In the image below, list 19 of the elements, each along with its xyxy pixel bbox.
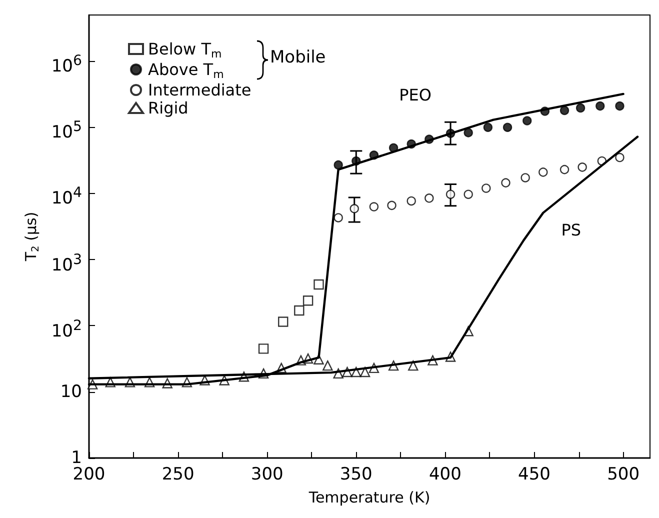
legend-label: Intermediate — [148, 80, 252, 100]
y-tick-label: 10$^{5}$ — [51, 118, 82, 143]
y-tick-label: 10$^{6}$ — [51, 52, 82, 77]
series-label: PS — [561, 220, 582, 240]
y-tick-label: 10$^{4}$ — [51, 184, 82, 210]
text: PEO — [399, 85, 432, 104]
x-tick-label: 300 — [250, 464, 284, 484]
y-tick-label: 10$^{2}$ — [51, 316, 82, 342]
x-axis-title: Temperature (K) — [308, 488, 430, 506]
y-tick-label: 10$^{3}$ — [51, 250, 82, 276]
x-tick-label: 350 — [340, 464, 372, 484]
y-tick-label: 10 — [60, 380, 82, 403]
x-tick-label: 450 — [518, 464, 550, 484]
x-tick-label: 250 — [162, 464, 194, 484]
legend-label: Rigid — [148, 98, 188, 118]
annotation: Mobile — [270, 48, 326, 68]
y-axis-title: T2 (μs) — [22, 212, 42, 262]
x-tick-label: 400 — [428, 464, 462, 484]
x-tick-label: 500 — [607, 464, 640, 484]
